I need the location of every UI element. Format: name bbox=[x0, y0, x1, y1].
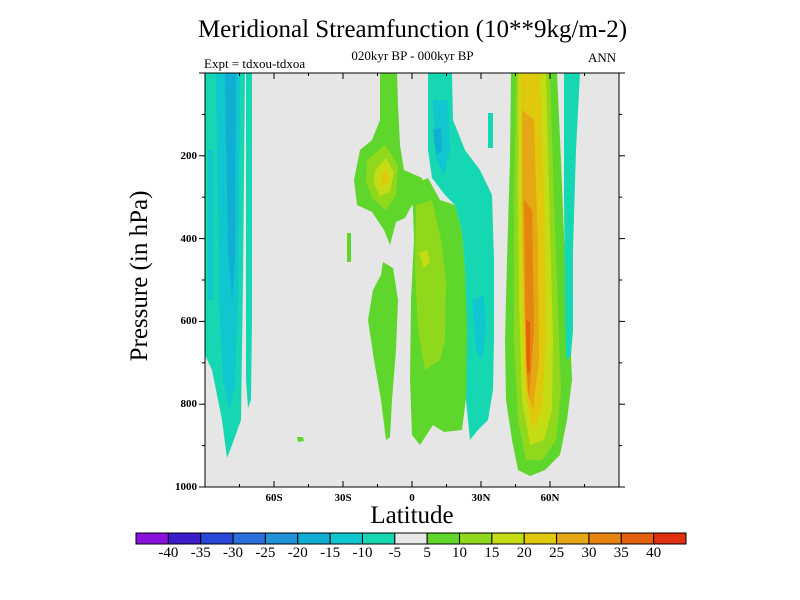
trop-isolated-blob bbox=[347, 233, 351, 262]
y-axis-label: Pressure (in hPa) bbox=[126, 190, 153, 362]
y-tick-label: 800 bbox=[180, 398, 198, 411]
colorbar-swatch bbox=[556, 532, 590, 545]
sh-narrow-band bbox=[246, 73, 252, 408]
nh-pos-band5 bbox=[524, 200, 534, 400]
colorbar-tick-label: 40 bbox=[646, 545, 662, 561]
colorbar bbox=[135, 532, 687, 545]
trop-upper-peak bbox=[380, 170, 389, 187]
experiment-label: Expt = tdxou-tdxoa bbox=[204, 56, 306, 71]
sh-small-blob bbox=[297, 437, 304, 442]
colorbar-swatch bbox=[167, 532, 202, 545]
colorbar-tick-label: 30 bbox=[581, 545, 597, 561]
colorbar-tick-label: 35 bbox=[613, 545, 629, 561]
x-tick-label: 30N bbox=[471, 492, 491, 504]
x-tick-label: 60S bbox=[265, 492, 283, 504]
colorbar-swatch bbox=[491, 532, 525, 545]
colorbar-swatch bbox=[394, 532, 428, 545]
chart-subtitle: 020kyr BP - 000kyr BP bbox=[351, 48, 474, 63]
contour-field bbox=[205, 73, 580, 476]
colorbar-tick-label: -20 bbox=[287, 545, 308, 561]
nh-neg-lower bbox=[472, 295, 486, 360]
y-tick-label: 1000 bbox=[175, 481, 197, 493]
colorbar-tick-label: -40 bbox=[158, 545, 179, 561]
nh-neg-inner bbox=[433, 128, 442, 155]
colorbar-tick-label: 15 bbox=[484, 545, 500, 561]
x-axis-label: Latitude bbox=[370, 502, 454, 529]
colorbar-tick-label: 10 bbox=[452, 545, 468, 561]
sh-band-thin bbox=[208, 150, 213, 300]
sh-band-inner bbox=[225, 73, 236, 300]
colorbar-swatch bbox=[426, 532, 461, 545]
eq-column-mid bbox=[415, 200, 446, 370]
colorbar-swatch bbox=[200, 532, 234, 545]
colorbar-tick-label: -15 bbox=[320, 545, 341, 561]
colorbar-swatch bbox=[297, 532, 331, 545]
y-tick-label: 600 bbox=[180, 315, 198, 328]
nh-pos-peak bbox=[526, 320, 530, 375]
season-label: ANN bbox=[588, 50, 617, 65]
y-tick-label: 400 bbox=[180, 232, 198, 245]
x-tick-label: 60N bbox=[540, 492, 560, 504]
colorbar-swatch bbox=[232, 532, 266, 545]
y-tick-label: 200 bbox=[180, 149, 198, 162]
colorbar-swatch bbox=[329, 532, 363, 545]
colorbar-tick-label: 20 bbox=[516, 545, 532, 561]
x-ticks bbox=[204, 73, 620, 487]
eq-column-core bbox=[419, 250, 430, 268]
colorbar-tick-label: -5 bbox=[388, 545, 402, 561]
chart-title: Meridional Streamfunction (10**9kg/m-2) bbox=[197, 16, 628, 43]
colorbar-tick-label: -35 bbox=[190, 545, 211, 561]
colorbar-swatch bbox=[620, 532, 655, 545]
colorbar-tick-label: -30 bbox=[223, 545, 244, 561]
nh-neg-mid bbox=[433, 100, 450, 175]
nh-hl-band bbox=[564, 73, 580, 360]
colorbar-swatch bbox=[459, 532, 493, 545]
colorbar-tick-label: 25 bbox=[549, 545, 565, 561]
colorbar-swatch bbox=[361, 532, 396, 545]
y-ticks bbox=[199, 72, 625, 488]
x-tick-label: 0 bbox=[409, 492, 415, 504]
colorbar-swatch bbox=[135, 532, 169, 545]
x-tick-label: 30S bbox=[334, 492, 352, 504]
nh-tiny-blob bbox=[488, 113, 493, 148]
colorbar-tick-label: -10 bbox=[352, 545, 373, 561]
trop-lower-column bbox=[368, 262, 398, 440]
colorbar-tick-label: 5 bbox=[423, 545, 431, 561]
colorbar-tick-label: -25 bbox=[255, 545, 276, 561]
colorbar-swatch bbox=[653, 532, 687, 545]
colorbar-swatch bbox=[588, 532, 622, 545]
colorbar-swatch bbox=[264, 532, 299, 545]
colorbar-swatch bbox=[523, 532, 558, 545]
